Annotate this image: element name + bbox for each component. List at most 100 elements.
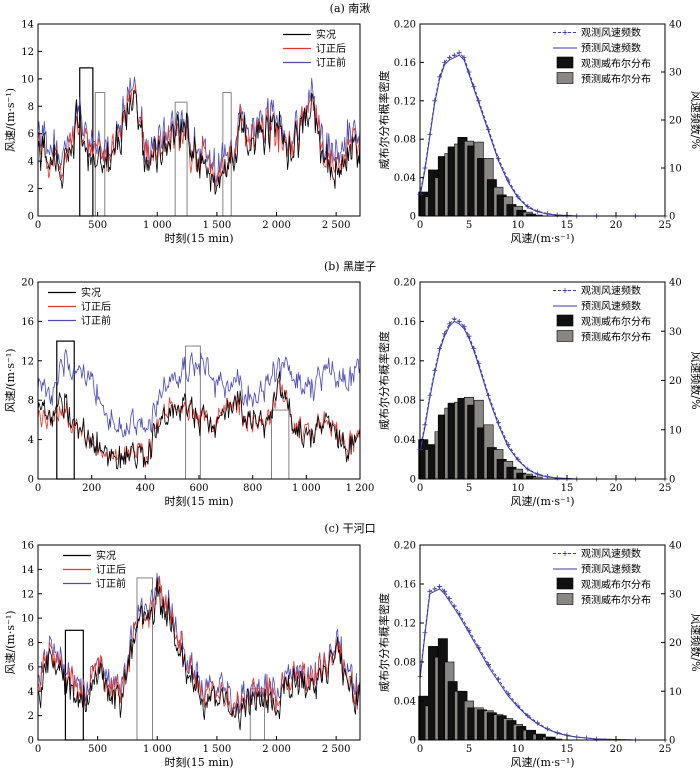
x-tick-label: 15 bbox=[561, 483, 574, 494]
y-tick-label: 0 bbox=[28, 212, 34, 223]
observed-frequency-marker bbox=[422, 422, 428, 428]
y-tick-label: 2 bbox=[28, 184, 34, 195]
x-tick-label: 1 500 bbox=[203, 744, 232, 755]
observed-frequency-marker bbox=[486, 127, 492, 133]
legend-label: 订正前 bbox=[316, 56, 346, 69]
x-tick-label: 2 500 bbox=[322, 744, 351, 755]
legend-marker bbox=[562, 551, 568, 556]
legend-swatch bbox=[556, 314, 574, 327]
series-line-订正后 bbox=[37, 83, 361, 191]
observed-frequency-marker bbox=[442, 59, 447, 65]
observed-frequency-marker bbox=[451, 316, 457, 322]
observed-frequency-marker bbox=[432, 98, 438, 104]
legend-label: 预测风速频数 bbox=[581, 42, 641, 55]
observed-frequency-marker bbox=[422, 630, 428, 636]
series-line-订正前 bbox=[37, 76, 361, 187]
series-line-订正后 bbox=[37, 575, 361, 718]
observed-frequency-marker bbox=[486, 392, 492, 398]
y-tick-label: 6 bbox=[28, 662, 34, 673]
observed-frequency-marker bbox=[427, 131, 433, 137]
legend-marker bbox=[562, 288, 568, 293]
observed-frequency-marker bbox=[486, 661, 492, 667]
y2-axis-label: 风速频数/% bbox=[689, 613, 700, 671]
y-axis-label: 威布尔分布概率密度 bbox=[377, 593, 391, 692]
y2-tick-label: 0 bbox=[669, 475, 675, 486]
y2-tick-label: 30 bbox=[669, 589, 682, 600]
series-line-实况 bbox=[37, 371, 361, 470]
observed-frequency-marker bbox=[525, 466, 531, 472]
y-tick-label: 0.20 bbox=[394, 541, 416, 552]
observed-frequency-marker bbox=[554, 730, 560, 736]
timeseries-panel-1: 0 200 400 600 800 1 000 1 200 0 4 8 12 16 20 时刻(15 mi… bbox=[4, 278, 374, 509]
distribution-panel-2: 0 5 10 15 20 2500.040.080.120.160.20010203040… bbox=[377, 541, 700, 770]
x-tick-label: 15 bbox=[561, 220, 574, 231]
legend-label: 实况 bbox=[96, 549, 116, 562]
observed-frequency-marker bbox=[446, 321, 452, 327]
x-tick-label: 10 bbox=[512, 483, 525, 494]
x-axis-label: 风速/(m·s⁻¹) bbox=[510, 495, 574, 508]
y-tick-label: 12 bbox=[21, 589, 34, 600]
y2-tick-label: 20 bbox=[669, 116, 682, 127]
panel-title: (b) 黑崖子 bbox=[324, 260, 376, 273]
y-axis-label: 风速/(m·s⁻¹) bbox=[4, 348, 17, 412]
legend-label: 预测风速频数 bbox=[581, 300, 641, 313]
plot-frame bbox=[37, 23, 361, 217]
legend-label: 观测风速频数 bbox=[581, 284, 641, 297]
y-tick-label: 0.04 bbox=[394, 435, 416, 446]
y-tick-label: 2 bbox=[28, 711, 34, 722]
highlight-box bbox=[271, 409, 290, 480]
observed-frequency-marker bbox=[432, 586, 438, 592]
observed-frequency-marker bbox=[432, 368, 438, 374]
x-tick-label: 2 000 bbox=[262, 744, 291, 755]
legend-label: 预测威布尔分布 bbox=[581, 331, 651, 344]
observed-frequency-marker bbox=[471, 83, 477, 89]
y2-tick-label: 10 bbox=[669, 164, 682, 175]
y-axis-label: 威布尔分布概率密度 bbox=[377, 71, 391, 170]
legend-label: 预测威布尔分布 bbox=[581, 594, 651, 607]
y-tick-label: 0.16 bbox=[394, 580, 416, 591]
observed-frequency-marker bbox=[544, 474, 550, 480]
y-axis-label: 风速/(m·s⁻¹) bbox=[4, 88, 17, 152]
observed-frequency-marker bbox=[422, 165, 428, 171]
legend-label: 订正后 bbox=[316, 43, 346, 55]
observed-frequency-marker bbox=[451, 603, 457, 609]
x-tick-label: 25 bbox=[659, 483, 672, 494]
x-tick-label: 400 bbox=[136, 483, 155, 494]
observed-frequency-marker bbox=[471, 345, 477, 351]
observed-frequency-marker bbox=[446, 596, 452, 602]
y2-tick-label: 20 bbox=[669, 376, 682, 387]
observed-frequency-marker bbox=[515, 456, 521, 462]
observed-frequency-marker bbox=[515, 194, 521, 200]
y-tick-label: 0 bbox=[410, 475, 416, 486]
x-axis-label: 时刻(15 min) bbox=[164, 755, 233, 769]
x-tick-label: 5 bbox=[466, 744, 472, 755]
series-line-订正后 bbox=[37, 379, 361, 468]
y-tick-label: 20 bbox=[21, 278, 34, 289]
legend-swatch bbox=[556, 593, 574, 605]
observed-frequency-marker bbox=[437, 74, 443, 80]
distribution-panel-1: 0 5 10 15 20 2500.040.080.120.160.20010203040… bbox=[377, 278, 700, 509]
y2-tick-label: 30 bbox=[669, 327, 682, 338]
x-tick-label: 0 bbox=[417, 744, 423, 755]
observed-frequency-marker bbox=[466, 333, 472, 339]
y-tick-label: 0.08 bbox=[394, 396, 416, 407]
observed-frequency-marker bbox=[437, 583, 443, 589]
x-tick-label: 20 bbox=[610, 744, 623, 755]
x-tick-label: 25 bbox=[659, 744, 672, 755]
y-tick-label: 0.12 bbox=[394, 96, 416, 107]
x-tick-label: 1 500 bbox=[203, 220, 232, 231]
x-tick-label: 15 bbox=[561, 744, 574, 755]
y2-tick-label: 40 bbox=[669, 278, 682, 289]
observed-frequency-marker bbox=[505, 442, 511, 448]
legend-label: 观测威布尔分布 bbox=[581, 57, 651, 70]
y-tick-label: 4 bbox=[28, 435, 34, 446]
x-tick-label: 5 bbox=[466, 220, 472, 231]
observed-frequency-marker bbox=[456, 610, 462, 616]
legend-label: 观测风速频数 bbox=[581, 547, 641, 560]
x-tick-label: 1 000 bbox=[292, 483, 321, 494]
panel-title: (a) 南湫 bbox=[330, 2, 371, 15]
observed-frequency-marker bbox=[456, 318, 462, 324]
legend-label: 观测威布尔分布 bbox=[581, 315, 651, 328]
x-tick-label: 0 bbox=[417, 483, 423, 494]
observed-frequency-marker bbox=[525, 713, 531, 719]
